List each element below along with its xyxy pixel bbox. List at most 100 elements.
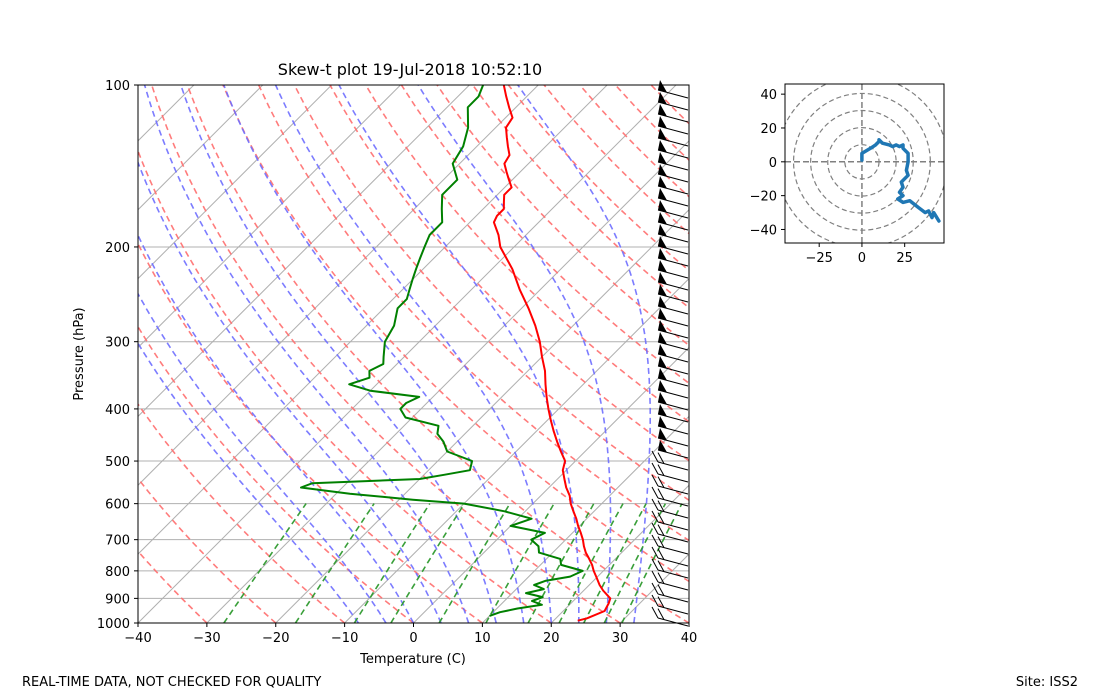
barb-shaft [657,485,689,495]
barb-pennant [658,104,667,117]
temperature-profile [492,85,612,622]
wind-barb [651,534,689,555]
y-axis-label: Pressure (hPa) [72,307,87,400]
barb-flag [651,486,659,499]
barb-flag [651,534,659,547]
mixing-ratio-line [583,503,647,623]
wind-barb [657,272,689,291]
wind-barb [651,510,689,531]
barb-flag [657,584,665,596]
x-tick-label: 20 [543,631,560,646]
moist-adiabat [138,160,442,623]
wind-barb [651,606,689,627]
wind-barb [657,188,689,207]
y-tick-label: 600 [105,498,130,513]
dry-adiabat [579,85,689,198]
barb-flag [651,462,659,475]
barb-shaft [657,341,689,351]
barb-flag [657,536,665,548]
wind-barb [657,368,689,387]
barb-flag [657,512,665,524]
barb-shaft [657,329,689,339]
wind-barb [651,498,689,519]
hodograph-y-tick-label: 0 [769,156,777,171]
barb-pennant [658,320,667,333]
wind-barb [657,380,689,399]
barb-pennant [658,80,667,93]
barb-shaft [657,281,689,291]
isotherm-line [413,346,689,623]
barb-flag [657,488,665,500]
moist-adiabat [274,85,553,623]
dry-adiabat [329,85,689,462]
dry-adiabat [543,85,689,235]
dry-adiabat [138,402,346,623]
y-tick-label: 200 [105,241,130,256]
mixing-ratio-line [438,503,511,623]
barb-shaft [657,365,689,375]
wind-barb [657,200,689,219]
isotherm-line [344,277,689,623]
barb-pennant [658,116,667,129]
barb-shaft [657,113,689,123]
barb-shaft [657,437,689,447]
wind-barb [657,176,689,195]
barb-flag [651,474,659,487]
y-tick-label: 1000 [97,617,130,632]
barb-pennant [658,296,667,309]
hodograph-y-tick-label: 40 [760,88,777,103]
isotherm-line [138,85,470,418]
barb-flag [651,546,659,559]
moist-adiabat [223,85,525,623]
wind-barb [657,284,689,303]
barb-flag [651,594,659,607]
hodograph-x-tick-label: 25 [896,251,913,266]
barb-shaft [657,461,689,471]
wind-barb [657,80,689,99]
wind-barb [651,582,689,603]
wind-barb [657,260,689,279]
barb-shaft [657,605,689,615]
barb-pennant [658,392,667,405]
plot-frame [137,84,690,624]
mixing-ratio-line [294,503,375,623]
barb-flag [657,452,665,464]
dry-adiabat [400,85,689,385]
wind-barb [657,440,689,459]
barb-pennant [658,224,667,237]
skewt-background-lines [138,85,1100,623]
barb-shaft [657,101,689,111]
barb-shaft [657,569,689,579]
moist-adiabat [138,233,415,623]
barb-pennant [658,164,667,177]
wind-barb [657,356,689,375]
wind-barb [657,212,689,231]
mixing-ratio-line [223,503,307,623]
barb-pennant [658,416,667,429]
dry-adiabat [436,85,689,347]
moist-adiabat [517,85,652,623]
barb-shaft [657,353,689,363]
barb-pennant [658,404,667,417]
moist-adiabat [338,85,580,623]
dry-adiabat [186,85,689,623]
wind-barb [651,558,689,579]
dry-adiabat [507,85,689,272]
barb-shaft [657,389,689,399]
isotherm-line [206,140,689,623]
hodograph-rings [785,84,944,243]
barb-pennant [658,152,667,165]
barb-shaft [657,581,689,591]
wind-barb [657,296,689,315]
barb-pennant [658,356,667,369]
isotherm-line [758,85,1100,623]
barb-shaft [657,545,689,555]
mixing-ratio-line [353,503,431,623]
wind-barb [651,450,689,471]
wind-barb [657,116,689,135]
dry-adiabat [150,85,621,623]
barb-flag [651,558,659,571]
barb-pennant [658,428,667,441]
x-tick-label: −40 [124,631,151,646]
